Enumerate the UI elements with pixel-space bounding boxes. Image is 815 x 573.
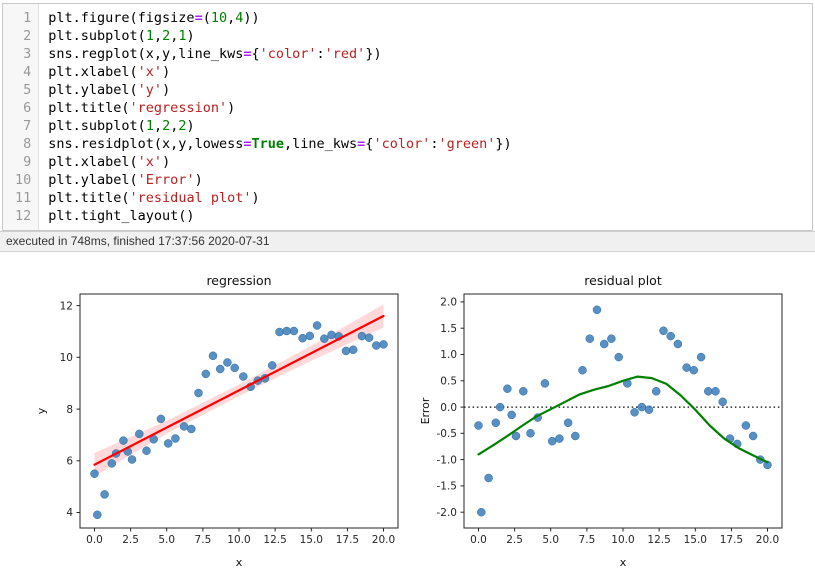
svg-text:20.0: 20.0	[372, 534, 395, 546]
svg-text:regression: regression	[206, 273, 271, 288]
svg-text:-0.5: -0.5	[437, 428, 458, 440]
code-cell[interactable]: 1 2 3 4 5 6 7 8 9 10 11 12 plt.figure(figsize=(10,4…	[2, 3, 813, 231]
svg-text:17.5: 17.5	[336, 534, 359, 546]
svg-text:1.0: 1.0	[440, 349, 457, 361]
residual-plot: 0.0 2.5 5.0 7.5 10.0 12.5 15.0 17.5 20.0 -2.0 -1.5…	[416, 270, 792, 572]
svg-text:17.5: 17.5	[720, 534, 743, 546]
svg-text:x: x	[620, 556, 627, 569]
svg-text:-1.0: -1.0	[437, 454, 458, 466]
svg-text:7.5: 7.5	[579, 534, 596, 546]
svg-text:15.0: 15.0	[684, 534, 707, 546]
svg-text:0.0: 0.0	[440, 402, 457, 414]
svg-text:12.5: 12.5	[263, 534, 286, 546]
svg-text:10: 10	[60, 352, 73, 364]
svg-text:0.5: 0.5	[440, 376, 457, 388]
code-editor[interactable]: plt.figure(figsize=(10,4)) plt.subplot(1,…	[48, 10, 512, 224]
svg-text:x: x	[236, 556, 243, 569]
svg-text:2.5: 2.5	[506, 534, 523, 546]
svg-text:0.0: 0.0	[470, 534, 487, 546]
execution-status: executed in 748ms, finished 17:37:56 202…	[0, 231, 815, 252]
svg-text:10.0: 10.0	[611, 534, 634, 546]
cell-output: 0.0 2.5 5.0 7.5 10.0 12.5 15.0 17.5 20.0 4 6 8 10 12 r…	[0, 252, 815, 572]
svg-text:residual plot: residual plot	[584, 273, 662, 288]
svg-text:-2.0: -2.0	[437, 507, 458, 519]
svg-text:20.0: 20.0	[756, 534, 779, 546]
svg-text:Error: Error	[419, 397, 432, 424]
svg-text:8: 8	[66, 404, 73, 416]
line-numbers: 1 2 3 4 5 6 7 8 9 10 11 12	[3, 4, 40, 230]
svg-text:2.5: 2.5	[122, 534, 139, 546]
svg-text:1.5: 1.5	[440, 323, 457, 335]
svg-text:12.5: 12.5	[647, 534, 670, 546]
svg-text:2.0: 2.0	[440, 297, 457, 309]
svg-text:0.0: 0.0	[86, 534, 103, 546]
svg-text:4: 4	[66, 507, 73, 519]
svg-text:12: 12	[60, 300, 73, 312]
svg-text:y: y	[35, 407, 48, 414]
svg-text:10.0: 10.0	[227, 534, 250, 546]
svg-text:6: 6	[66, 456, 73, 468]
svg-text:15.0: 15.0	[300, 534, 323, 546]
svg-text:-1.5: -1.5	[437, 481, 458, 493]
svg-text:5.0: 5.0	[158, 534, 175, 546]
regression-plot: 0.0 2.5 5.0 7.5 10.0 12.5 15.0 17.5 20.0 4 6 8 10 12 r…	[32, 270, 408, 572]
svg-text:7.5: 7.5	[195, 534, 212, 546]
svg-text:5.0: 5.0	[542, 534, 559, 546]
